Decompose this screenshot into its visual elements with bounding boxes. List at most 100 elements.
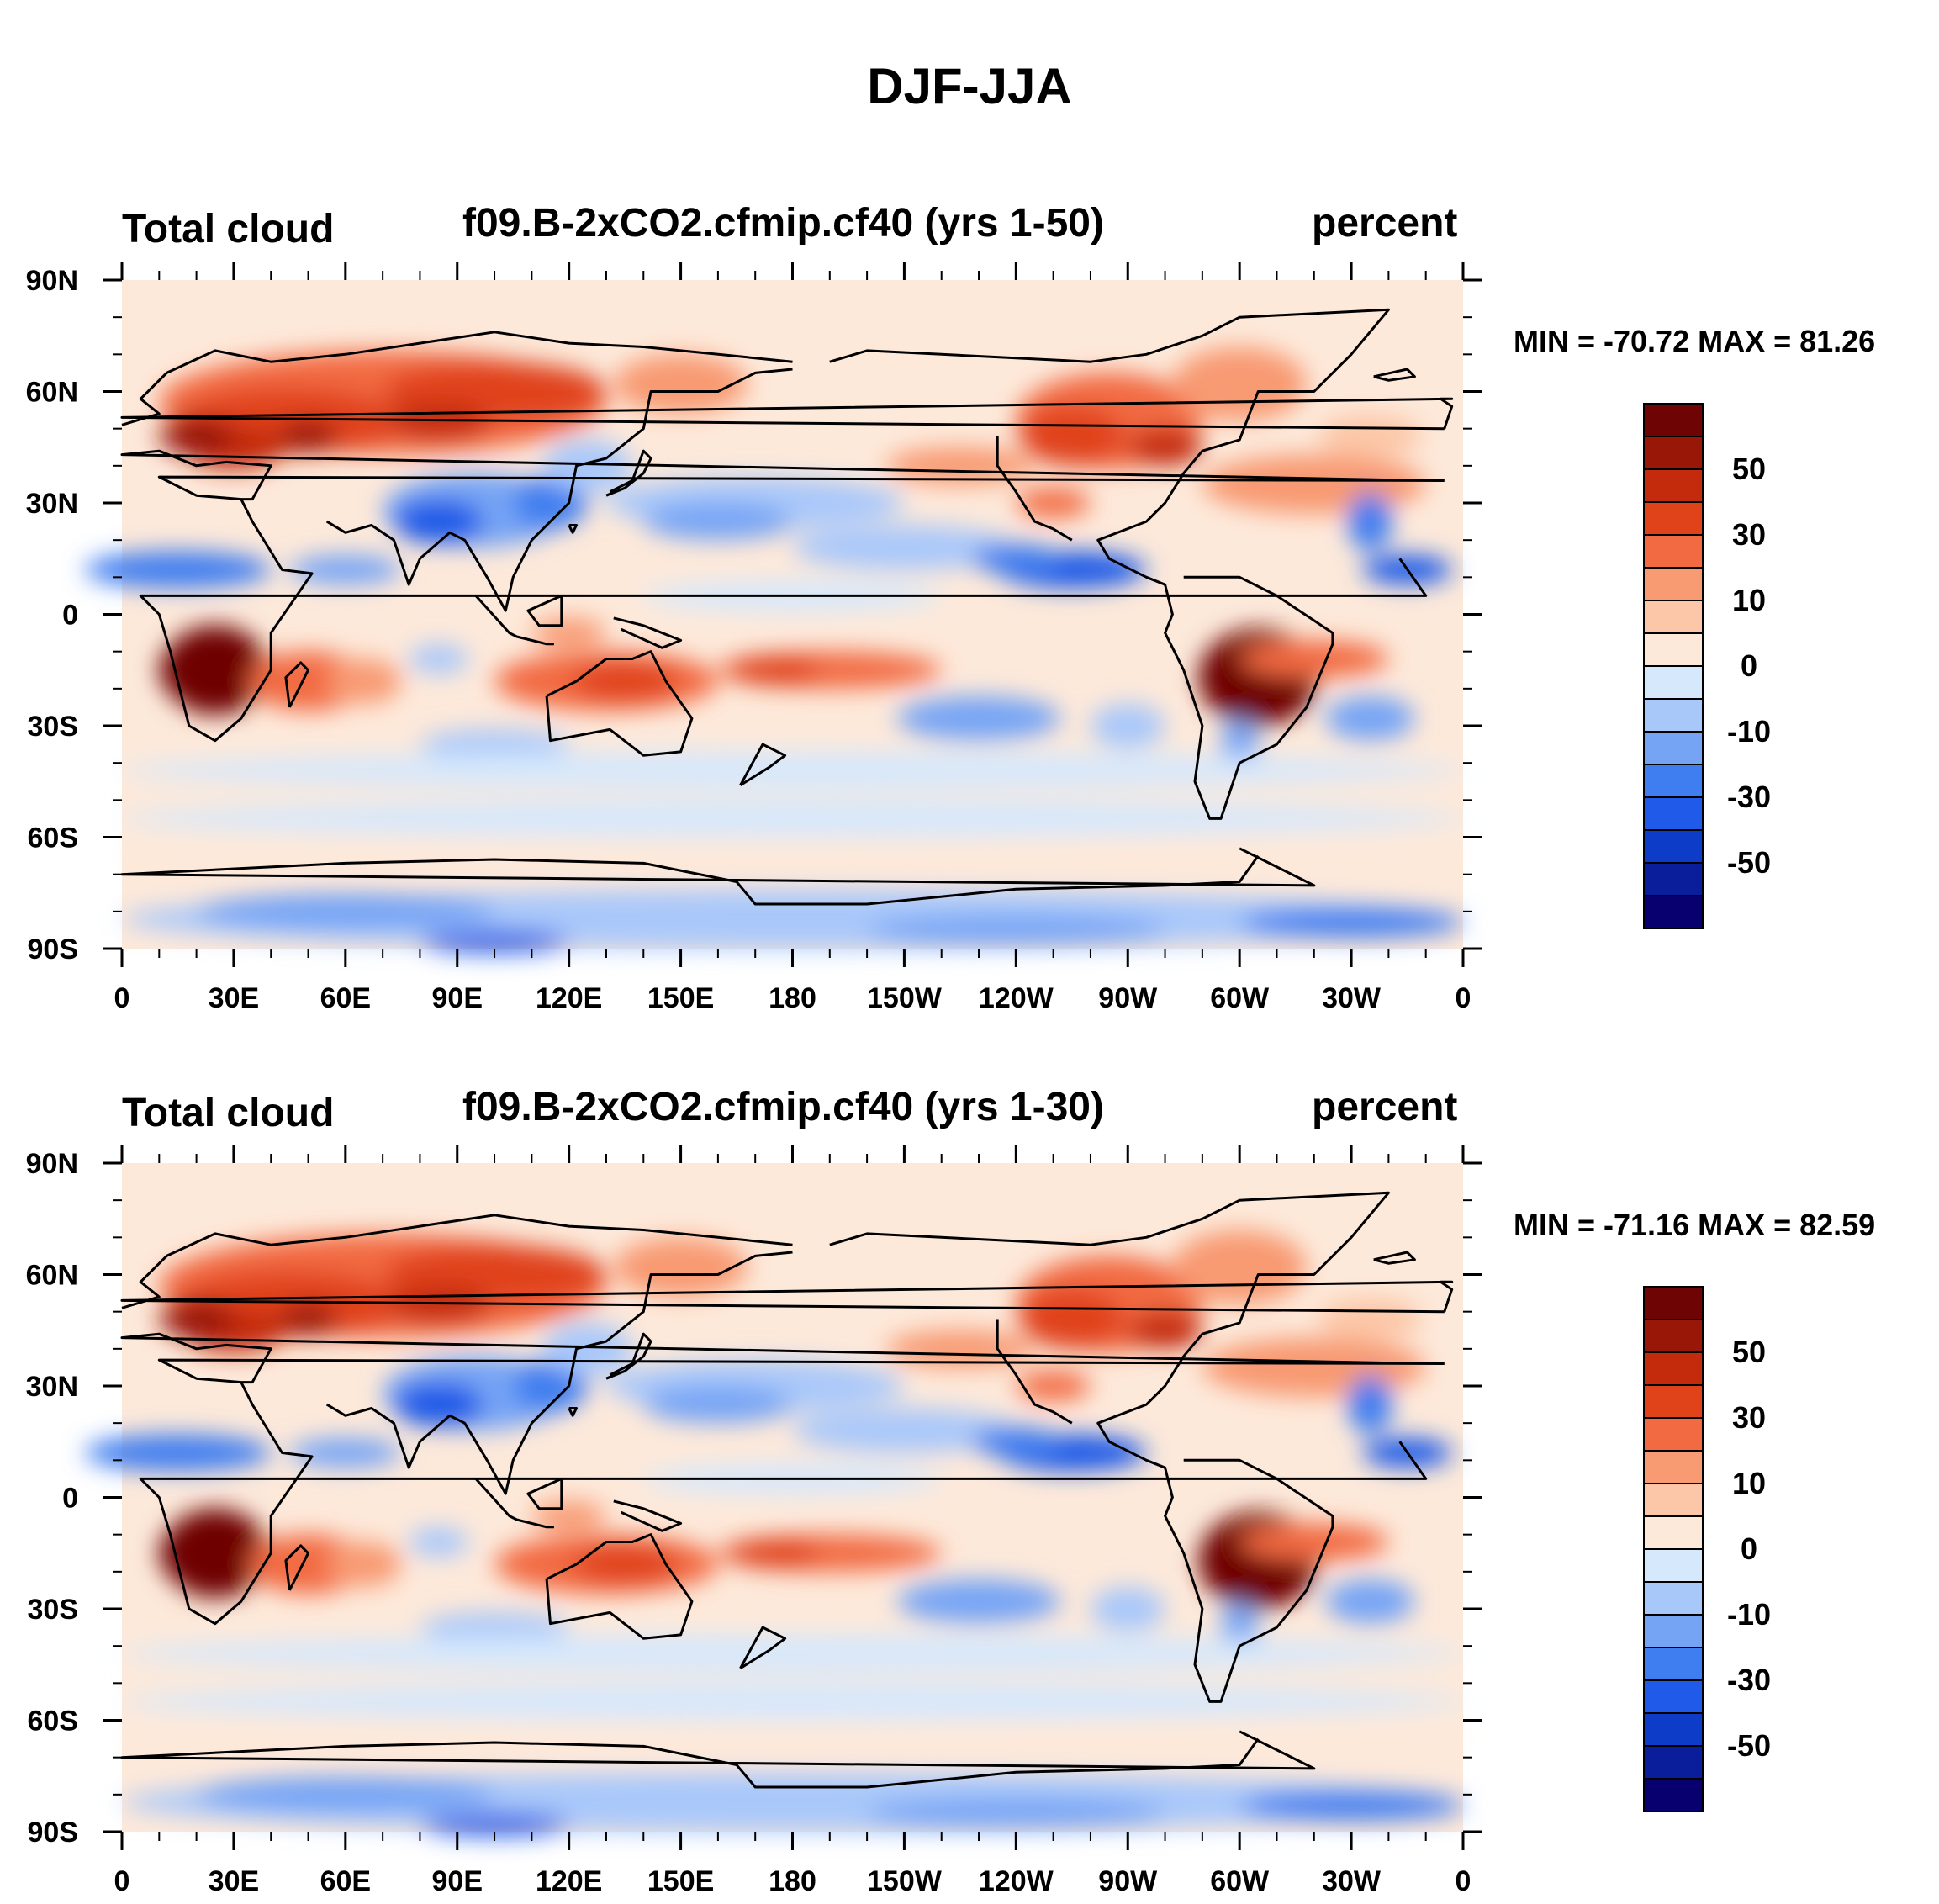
coastline-6 <box>739 743 787 786</box>
coastline-16 <box>1373 368 1416 382</box>
field-blob-53 <box>867 1798 1165 1828</box>
colorbar-box-0-3 <box>1643 501 1704 536</box>
colorbar-box-0-13 <box>1643 829 1704 864</box>
colorbar-box-1-14 <box>1643 1745 1704 1780</box>
field-blob-33 <box>326 1542 402 1587</box>
field-blob-36 <box>573 1545 678 1584</box>
colorbar-box-0-11 <box>1643 764 1704 798</box>
coastline-1 <box>120 1332 1445 1384</box>
panel-2-left-title: Total cloud <box>122 1091 335 1135</box>
colorbar-label-0-5: -30 <box>1727 780 1771 814</box>
panel-2-map <box>84 1163 1464 1836</box>
xtick-label-0-4: 120E <box>536 982 602 1014</box>
coastline-2 <box>139 1381 1428 1626</box>
colorbar-box-1-3 <box>1643 1384 1704 1419</box>
field-blob-48 <box>122 1634 1463 1673</box>
panel-1-colorbar: 50 30 10 0 -10 -30 -50 <box>1643 403 1771 929</box>
colorbar-label-1-1: 30 <box>1732 1400 1766 1435</box>
field-blob-31 <box>159 637 234 704</box>
colorbar-box-1-15 <box>1643 1778 1704 1812</box>
field-blob-28 <box>289 1437 402 1468</box>
colorbar-label-1-5: -30 <box>1727 1663 1771 1697</box>
field-blob-17 <box>394 499 483 544</box>
coastline-2 <box>139 498 1428 743</box>
ytick-label-0-1: 60N <box>26 377 78 409</box>
field-blob-5 <box>613 1237 748 1297</box>
ytick-label-0-4: 30S <box>28 711 79 743</box>
colorbar-box-1-9 <box>1643 1581 1704 1616</box>
field-blob-50 <box>122 1720 1463 1758</box>
coastline-16 <box>1373 1251 1416 1265</box>
ytick-label-1-3: 0 <box>62 1483 78 1515</box>
colorbar-label-1-0: 50 <box>1732 1335 1766 1369</box>
field-blob-5 <box>613 354 748 414</box>
xtick-label-1-3: 90E <box>432 1865 483 1897</box>
field-blob-13 <box>1318 414 1423 458</box>
xtick-label-1-6: 180 <box>769 1865 816 1897</box>
field-blob-18 <box>513 477 588 529</box>
coastline-0 <box>121 1214 793 1309</box>
colorbar-box-1-0 <box>1643 1286 1704 1320</box>
field-blob-38 <box>729 655 819 685</box>
coastline-6 <box>739 1626 787 1669</box>
coastline-11 <box>605 1332 652 1380</box>
field-blob-49 <box>122 800 1463 838</box>
colorbar-label-1-3: 0 <box>1741 1531 1757 1566</box>
colorbar-label-1-2: 10 <box>1732 1466 1766 1500</box>
panel-1-center-title: f09.B-2xCO2.cfmip.cf40 (yrs 1-50) <box>462 201 1104 246</box>
field-blob-34 <box>409 643 469 674</box>
field-blob-38 <box>729 1538 819 1568</box>
colorbar-box-0-10 <box>1643 731 1704 765</box>
field-blob-44 <box>896 695 1061 741</box>
field-blob-11 <box>1128 1311 1202 1349</box>
field-blob-15 <box>1016 488 1091 518</box>
ytick-label-0-6: 90S <box>28 933 79 965</box>
colorbar-box-0-6 <box>1643 600 1704 634</box>
xtick-label-0-8: 120W <box>979 982 1054 1014</box>
panel-1-axes: 0 30E 60E 90E 120E 150E 180 150W 120W 90W 60W 30W 0 9… <box>26 262 1482 1014</box>
ytick-label-0-2: 30N <box>26 488 78 520</box>
coastline-12 <box>474 1478 554 1529</box>
field-blob-7 <box>278 1304 338 1335</box>
colorbar-box-0-7 <box>1643 632 1704 667</box>
field-blob-25 <box>84 551 272 589</box>
field-blob-21 <box>643 1386 793 1424</box>
field-blob-42 <box>1239 1523 1389 1561</box>
field-blob-31 <box>159 1520 234 1587</box>
colorbar-box-1-8 <box>1643 1548 1704 1583</box>
xtick-label-1-9: 90W <box>1098 1865 1158 1897</box>
field-blob-46 <box>1090 703 1165 748</box>
colorbar-box-0-15 <box>1643 895 1704 929</box>
coastline-0 <box>121 331 793 426</box>
ytick-label-0-5: 60S <box>28 822 79 854</box>
field-blob-27 <box>1347 1374 1392 1435</box>
xtick-label-1-2: 60E <box>320 1865 372 1897</box>
field-blob-24 <box>971 1426 1061 1457</box>
coastline-4 <box>325 368 793 612</box>
colorbar-label-1-6: -50 <box>1727 1728 1771 1763</box>
field-blob-15 <box>1016 1371 1091 1401</box>
colorbar-label-0-2: 10 <box>1732 583 1766 617</box>
colorbar-box-1-1 <box>1643 1319 1704 1353</box>
field-blob-53 <box>867 915 1165 945</box>
field-blob-55 <box>420 1812 569 1836</box>
colorbar-box-0-0 <box>1643 403 1704 437</box>
field-blob-27 <box>1347 491 1392 552</box>
xtick-label-0-1: 30E <box>209 982 260 1014</box>
xtick-label-0-11: 30W <box>1322 982 1382 1014</box>
coastline-10 <box>568 524 578 534</box>
xtick-label-1-10: 60W <box>1210 1865 1270 1897</box>
colorbar-label-1-4: -10 <box>1727 1597 1771 1632</box>
colorbar-box-1-4 <box>1643 1417 1704 1452</box>
panel-1-right-title: percent <box>1312 201 1458 246</box>
xtick-label-1-7: 150W <box>867 1865 943 1897</box>
colorbar-box-1-10 <box>1643 1614 1704 1648</box>
coastline-15 <box>120 1280 1454 1314</box>
field-blob-33 <box>326 658 402 704</box>
field-blob-21 <box>643 503 793 541</box>
field-blob-13 <box>1318 1297 1423 1341</box>
field-blob-22 <box>792 1408 1017 1453</box>
coastline-11 <box>605 449 652 497</box>
xtick-label-0-3: 90E <box>432 982 483 1014</box>
